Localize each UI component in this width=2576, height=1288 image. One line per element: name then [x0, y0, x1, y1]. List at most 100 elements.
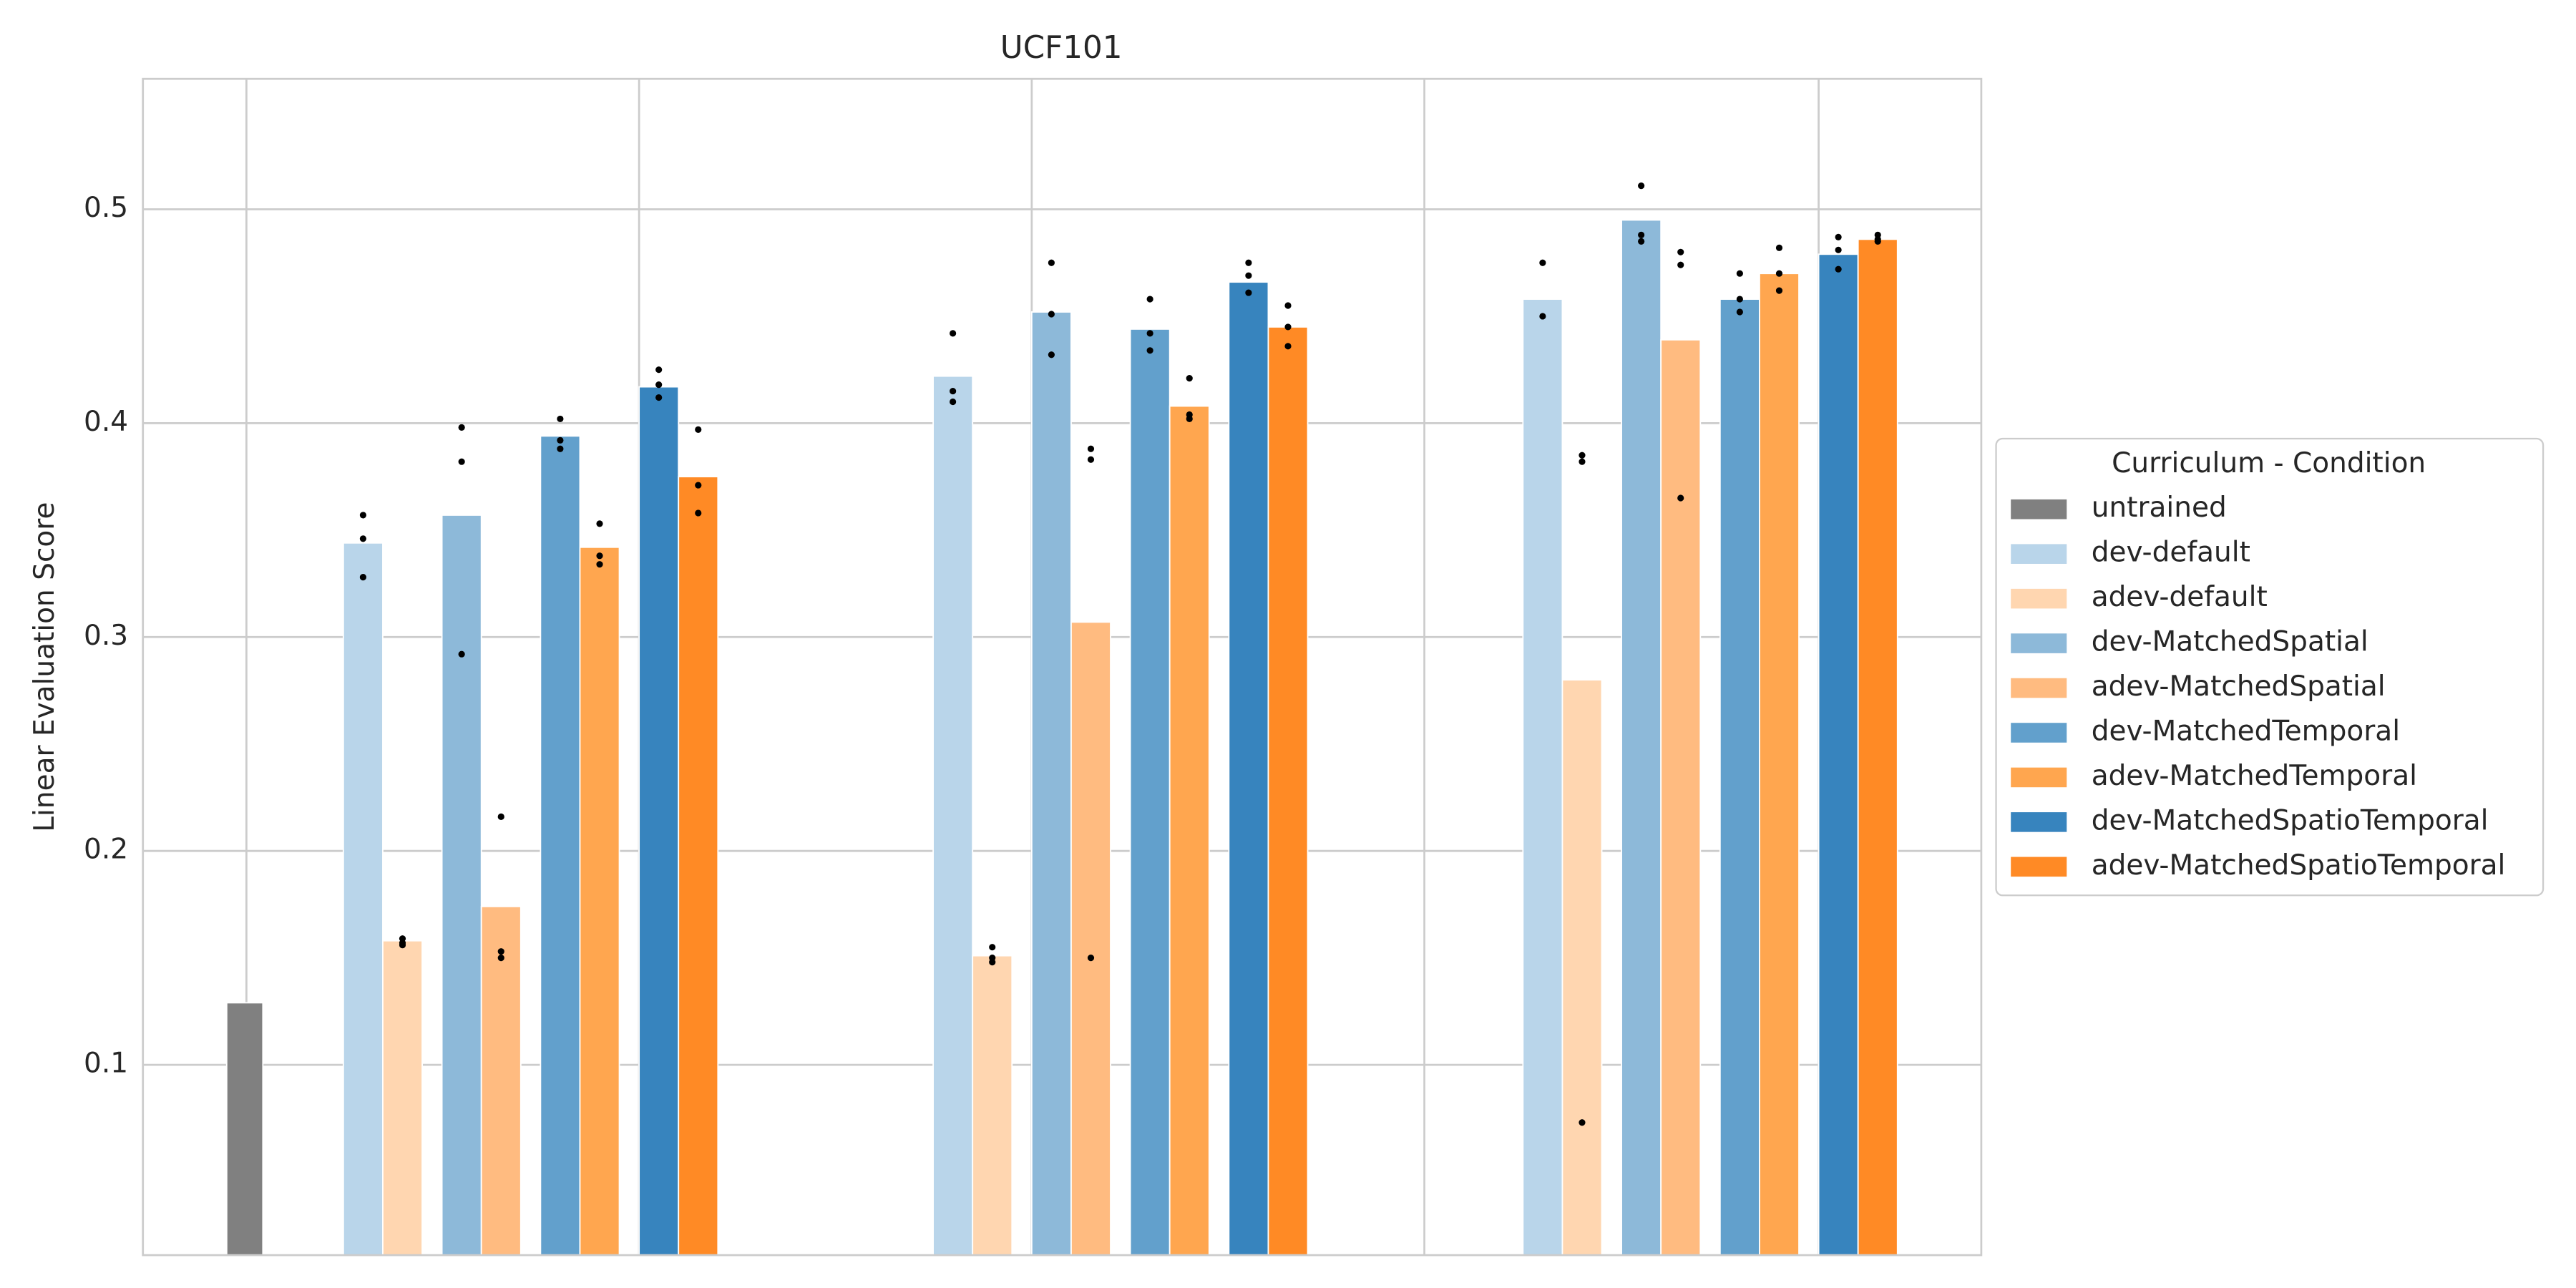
data-point [1874, 238, 1881, 245]
bar [1719, 298, 1760, 1256]
data-point [1579, 452, 1586, 459]
data-point [1284, 343, 1292, 350]
data-point [1146, 347, 1153, 354]
y-tick-label: 0.3 [84, 620, 128, 652]
chart-title: UCF101 [1000, 30, 1123, 66]
bar [342, 542, 384, 1256]
bar [1561, 679, 1603, 1257]
data-point [458, 458, 465, 465]
data-point [1835, 233, 1842, 240]
data-point [1736, 270, 1743, 277]
data-point [1579, 1119, 1586, 1126]
data-point [399, 942, 406, 949]
legend-swatch [2011, 723, 2067, 743]
bar [1660, 338, 1702, 1256]
legend-label: adev-MatchedSpatial [2092, 670, 2386, 703]
legend-swatch [2011, 499, 2067, 519]
data-point [557, 445, 564, 452]
legend-swatch [2011, 678, 2067, 698]
plot-frame [142, 77, 1983, 1257]
legend-title: Curriculum - Condition [2112, 447, 2426, 479]
bar [1857, 238, 1898, 1257]
bar [1267, 326, 1309, 1256]
bar [1070, 621, 1111, 1257]
legend-label: dev-MatchedSpatioTemporal [2092, 804, 2489, 836]
data-point [1677, 494, 1684, 502]
bar [1169, 405, 1210, 1257]
legend-swatch [2011, 544, 2067, 564]
data-point [1835, 265, 1842, 273]
legend-box [1995, 437, 2545, 897]
data-point [1186, 375, 1193, 382]
data-point [1835, 246, 1842, 253]
legend-swatch [2011, 767, 2067, 788]
bar [1818, 253, 1859, 1256]
bar [972, 955, 1013, 1257]
data-point [950, 330, 957, 337]
legend-swatch [2011, 812, 2067, 832]
legend-swatch [2011, 633, 2067, 653]
data-point [1736, 296, 1743, 303]
data-point [596, 561, 603, 568]
data-point [989, 944, 996, 951]
data-point [655, 394, 663, 401]
data-point [557, 415, 564, 423]
data-point [359, 574, 366, 581]
bar [225, 1002, 264, 1256]
data-point [1146, 330, 1153, 337]
data-point [557, 436, 564, 444]
bar [1228, 281, 1269, 1256]
data-point [1048, 351, 1055, 358]
data-point [1775, 270, 1783, 277]
bar [638, 386, 680, 1257]
bar [1522, 298, 1563, 1256]
data-point [989, 959, 996, 966]
data-point [497, 948, 504, 955]
data-point [1245, 259, 1252, 266]
data-point [1638, 238, 1645, 245]
plot-area [142, 182, 1981, 1257]
data-point [655, 381, 663, 389]
data-point [1775, 287, 1783, 294]
data-point [497, 813, 504, 820]
bar [441, 514, 482, 1257]
y-tick-label: 0.2 [84, 834, 128, 866]
data-point [695, 426, 702, 433]
data-point [1087, 445, 1095, 452]
legend-label: dev-MatchedTemporal [2092, 715, 2400, 747]
bar [480, 905, 522, 1257]
legend-label: untrained [2092, 492, 2227, 524]
data-point [1736, 308, 1743, 316]
data-point [950, 387, 957, 395]
data-point [1048, 259, 1055, 266]
data-point [1677, 261, 1684, 268]
bar [1759, 273, 1800, 1257]
legend-swatch [2011, 857, 2067, 877]
legend-label: adev-MatchedSpatioTemporal [2092, 849, 2506, 882]
data-point [1539, 313, 1546, 320]
data-point [1146, 296, 1153, 303]
data-point [1186, 415, 1193, 423]
data-point [1284, 302, 1292, 309]
data-point [950, 398, 957, 406]
legend-label: dev-default [2092, 537, 2250, 569]
y-tick-label: 0.5 [84, 192, 128, 224]
data-point [1245, 289, 1252, 296]
y-tick-label: 0.4 [84, 406, 128, 438]
data-point [1638, 182, 1645, 190]
y-tick-label: 0.1 [84, 1048, 128, 1080]
bar [382, 940, 423, 1257]
data-point [596, 520, 603, 527]
data-point [1087, 955, 1095, 962]
data-point [1775, 244, 1783, 251]
bar [1030, 311, 1072, 1256]
data-point [1087, 456, 1095, 463]
data-point [458, 650, 465, 658]
data-point [1048, 311, 1055, 318]
data-point [695, 509, 702, 517]
data-point [655, 366, 663, 374]
data-point [359, 512, 366, 519]
data-point [1284, 323, 1292, 331]
